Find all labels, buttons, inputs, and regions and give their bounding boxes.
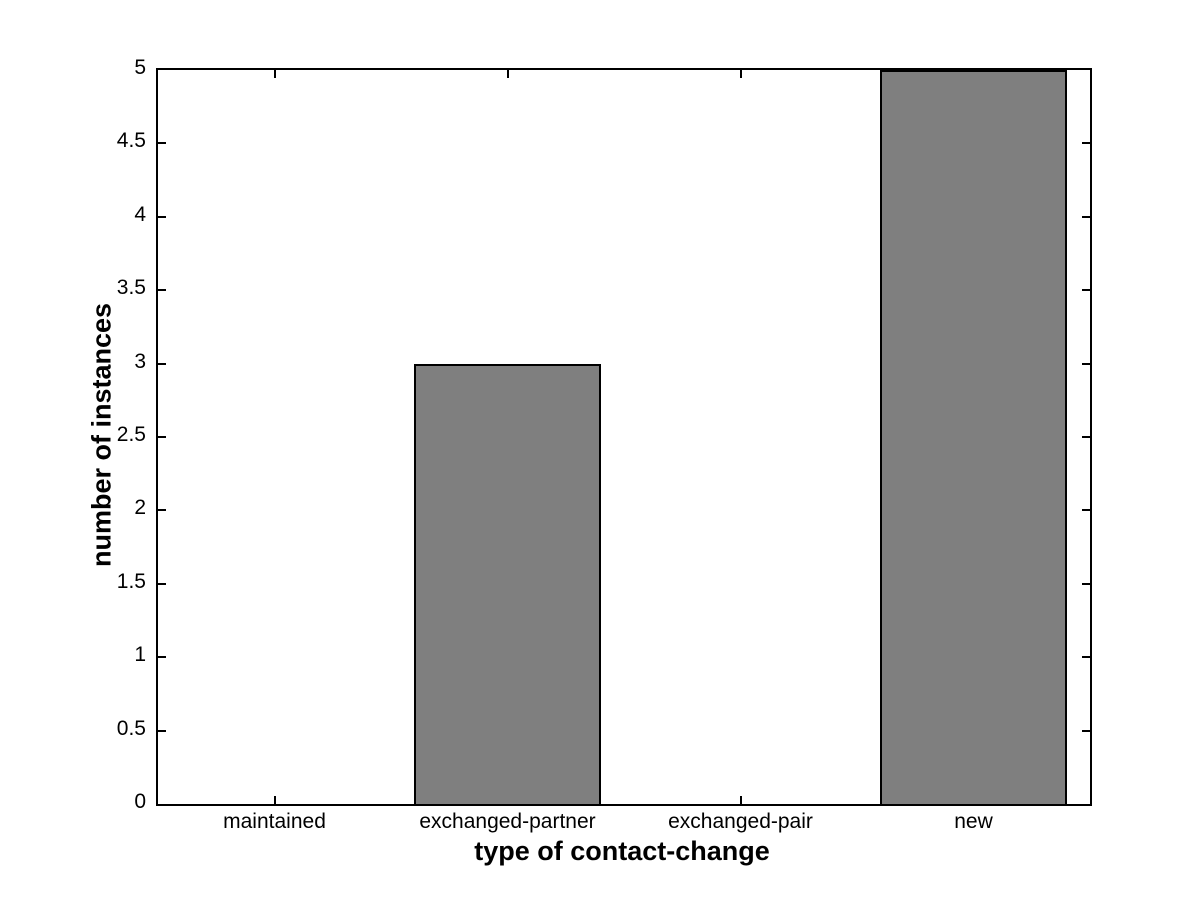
y-tick-left <box>158 362 166 365</box>
y-tick-label: 2.5 <box>116 423 146 446</box>
y-tick-right <box>1082 729 1090 732</box>
y-tick-right <box>1082 436 1090 438</box>
x-tick-top <box>739 70 742 78</box>
x-tick-top <box>273 70 276 78</box>
y-tick-label: 1.5 <box>116 569 146 593</box>
y-tick-right <box>1082 582 1090 585</box>
y-tick-label: 0.5 <box>116 716 146 740</box>
y-tick-label: 0 <box>134 790 146 813</box>
x-tick-bottom <box>273 796 276 804</box>
y-tick-right <box>1082 362 1090 365</box>
y-tick-left <box>158 289 166 292</box>
y-tick-left <box>158 656 166 659</box>
y-tick-label: 5 <box>134 56 146 79</box>
y-tick-label: 4.5 <box>116 129 146 153</box>
bar-exchanged-partner <box>414 363 601 804</box>
y-tick-left <box>158 436 166 438</box>
y-tick-right <box>1082 142 1090 145</box>
bar-new <box>880 70 1067 804</box>
y-tick-label: 3 <box>134 349 146 373</box>
y-tick-right <box>1082 215 1090 218</box>
y-tick-right <box>1082 509 1090 512</box>
y-tick-label: 4 <box>134 202 146 226</box>
y-tick-label: 1 <box>134 643 146 667</box>
x-tick-label: exchanged-partner <box>419 810 596 833</box>
plot-area <box>156 68 1092 806</box>
y-tick-right <box>1082 289 1090 292</box>
y-tick-right <box>1082 656 1090 659</box>
y-tick-left <box>158 729 166 732</box>
x-tick-top <box>506 70 509 78</box>
y-tick-label: 2 <box>134 496 146 520</box>
x-tick-bottom <box>739 796 742 804</box>
y-tick-label: 3.5 <box>116 276 146 300</box>
x-tick-label: exchanged-pair <box>668 810 813 833</box>
x-tick-label: new <box>954 810 993 833</box>
x-tick-label: maintained <box>223 810 326 833</box>
y-tick-left <box>158 215 166 218</box>
x-axis-label: type of contact-change <box>474 836 770 866</box>
y-tick-left <box>158 582 166 585</box>
y-axis-label: number of instances <box>86 302 117 568</box>
y-tick-left <box>158 509 166 512</box>
y-tick-left <box>158 142 166 145</box>
